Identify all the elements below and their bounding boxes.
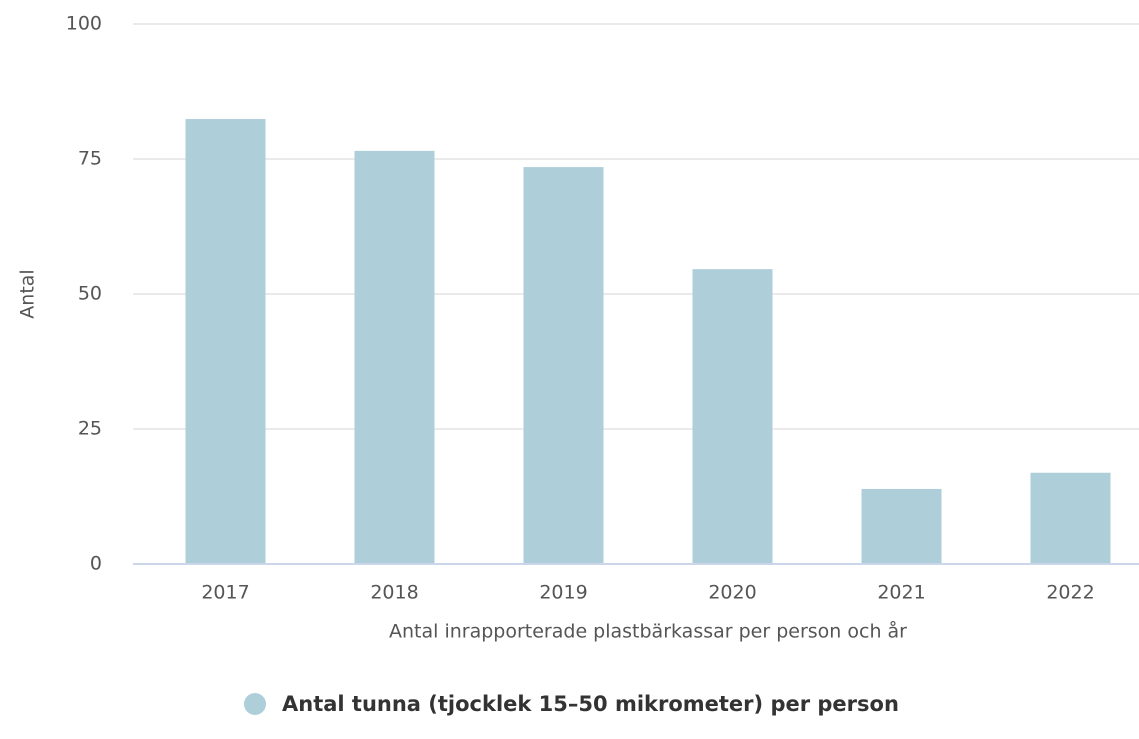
y-tick-label: 0: [90, 553, 102, 575]
x-tick-label: 2020: [708, 582, 756, 604]
x-tick-label: 2018: [370, 582, 418, 604]
bar: [1030, 472, 1111, 564]
legend-marker: [244, 693, 266, 715]
y-tick-label: 100: [66, 13, 102, 35]
bar: [523, 167, 604, 564]
x-tick-label: 2019: [539, 582, 587, 604]
x-tick-label: 2021: [877, 582, 925, 604]
y-tick-label: 50: [78, 283, 102, 305]
x-axis-label: Antal inrapporterade plastbärkassar per …: [389, 620, 907, 643]
x-tick-label: 2022: [1046, 582, 1094, 604]
legend-label: Antal tunna (tjocklek 15–50 mikrometer) …: [282, 692, 899, 716]
bar: [861, 488, 942, 564]
bar: [185, 119, 266, 564]
x-tick-label: 2017: [201, 582, 249, 604]
bar: [354, 150, 435, 564]
y-tick-label: 75: [78, 148, 102, 170]
y-tick-label: 25: [78, 418, 102, 440]
y-axis-label: Antal: [17, 269, 39, 318]
bar: [692, 269, 773, 564]
